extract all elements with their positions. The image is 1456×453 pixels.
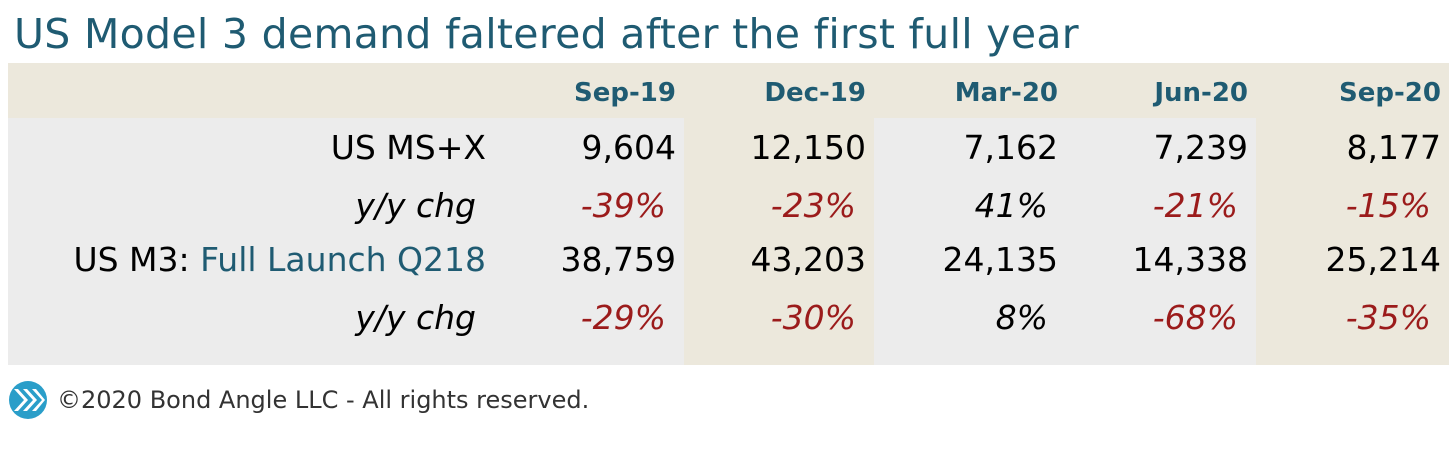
table-cell: 43,203 (750, 240, 866, 279)
table-cell: -68% (1152, 298, 1238, 337)
page-title: US Model 3 demand faltered after the fir… (14, 10, 1079, 58)
footer: ©2020 Bond Angle LLC - All rights reserv… (7, 380, 589, 420)
column-header: Sep-20 (1339, 78, 1441, 108)
row-label-prefix: US M3: (73, 240, 201, 279)
row-label: US MS+X (330, 128, 486, 167)
row-label-note: Full Launch Q218 (200, 240, 486, 279)
table-cell: 8% (995, 298, 1048, 337)
column-header: Sep-19 (574, 78, 676, 108)
table-cell: 7,162 (963, 128, 1058, 167)
column-header: Mar-20 (954, 78, 1058, 108)
table-cell: 25,214 (1325, 240, 1441, 279)
copyright-text: ©2020 Bond Angle LLC - All rights reserv… (57, 386, 590, 414)
column-header: Dec-19 (764, 78, 866, 108)
row-label: US M3: Full Launch Q218 (8, 233, 486, 287)
column-header: Jun-20 (1154, 78, 1248, 108)
data-table: Sep-19 Dec-19 Mar-20 Jun-20 Sep-20 US MS+X 9,6… (8, 63, 1449, 365)
table-cell: -39% (580, 186, 666, 225)
table-cell: 8,177 (1346, 128, 1441, 167)
table-cell: 12,150 (750, 128, 866, 167)
table-cell: -15% (1345, 186, 1431, 225)
row-label: y/y chg (355, 298, 476, 337)
table-cell: -30% (770, 298, 856, 337)
table-cell: -29% (580, 298, 666, 337)
table-cell: -21% (1152, 186, 1238, 225)
bond-angle-logo-icon (9, 381, 47, 419)
table-cell: 7,239 (1153, 128, 1248, 167)
table-cell: 24,135 (942, 240, 1058, 279)
table-cell: -35% (1345, 298, 1431, 337)
table-cell: 38,759 (560, 240, 676, 279)
table-cell: 9,604 (581, 128, 676, 167)
table-cell: -23% (770, 186, 856, 225)
row-label: y/y chg (355, 186, 476, 225)
table-cell: 14,338 (1132, 240, 1248, 279)
header-band (8, 63, 1449, 118)
table-cell: 41% (974, 186, 1048, 225)
